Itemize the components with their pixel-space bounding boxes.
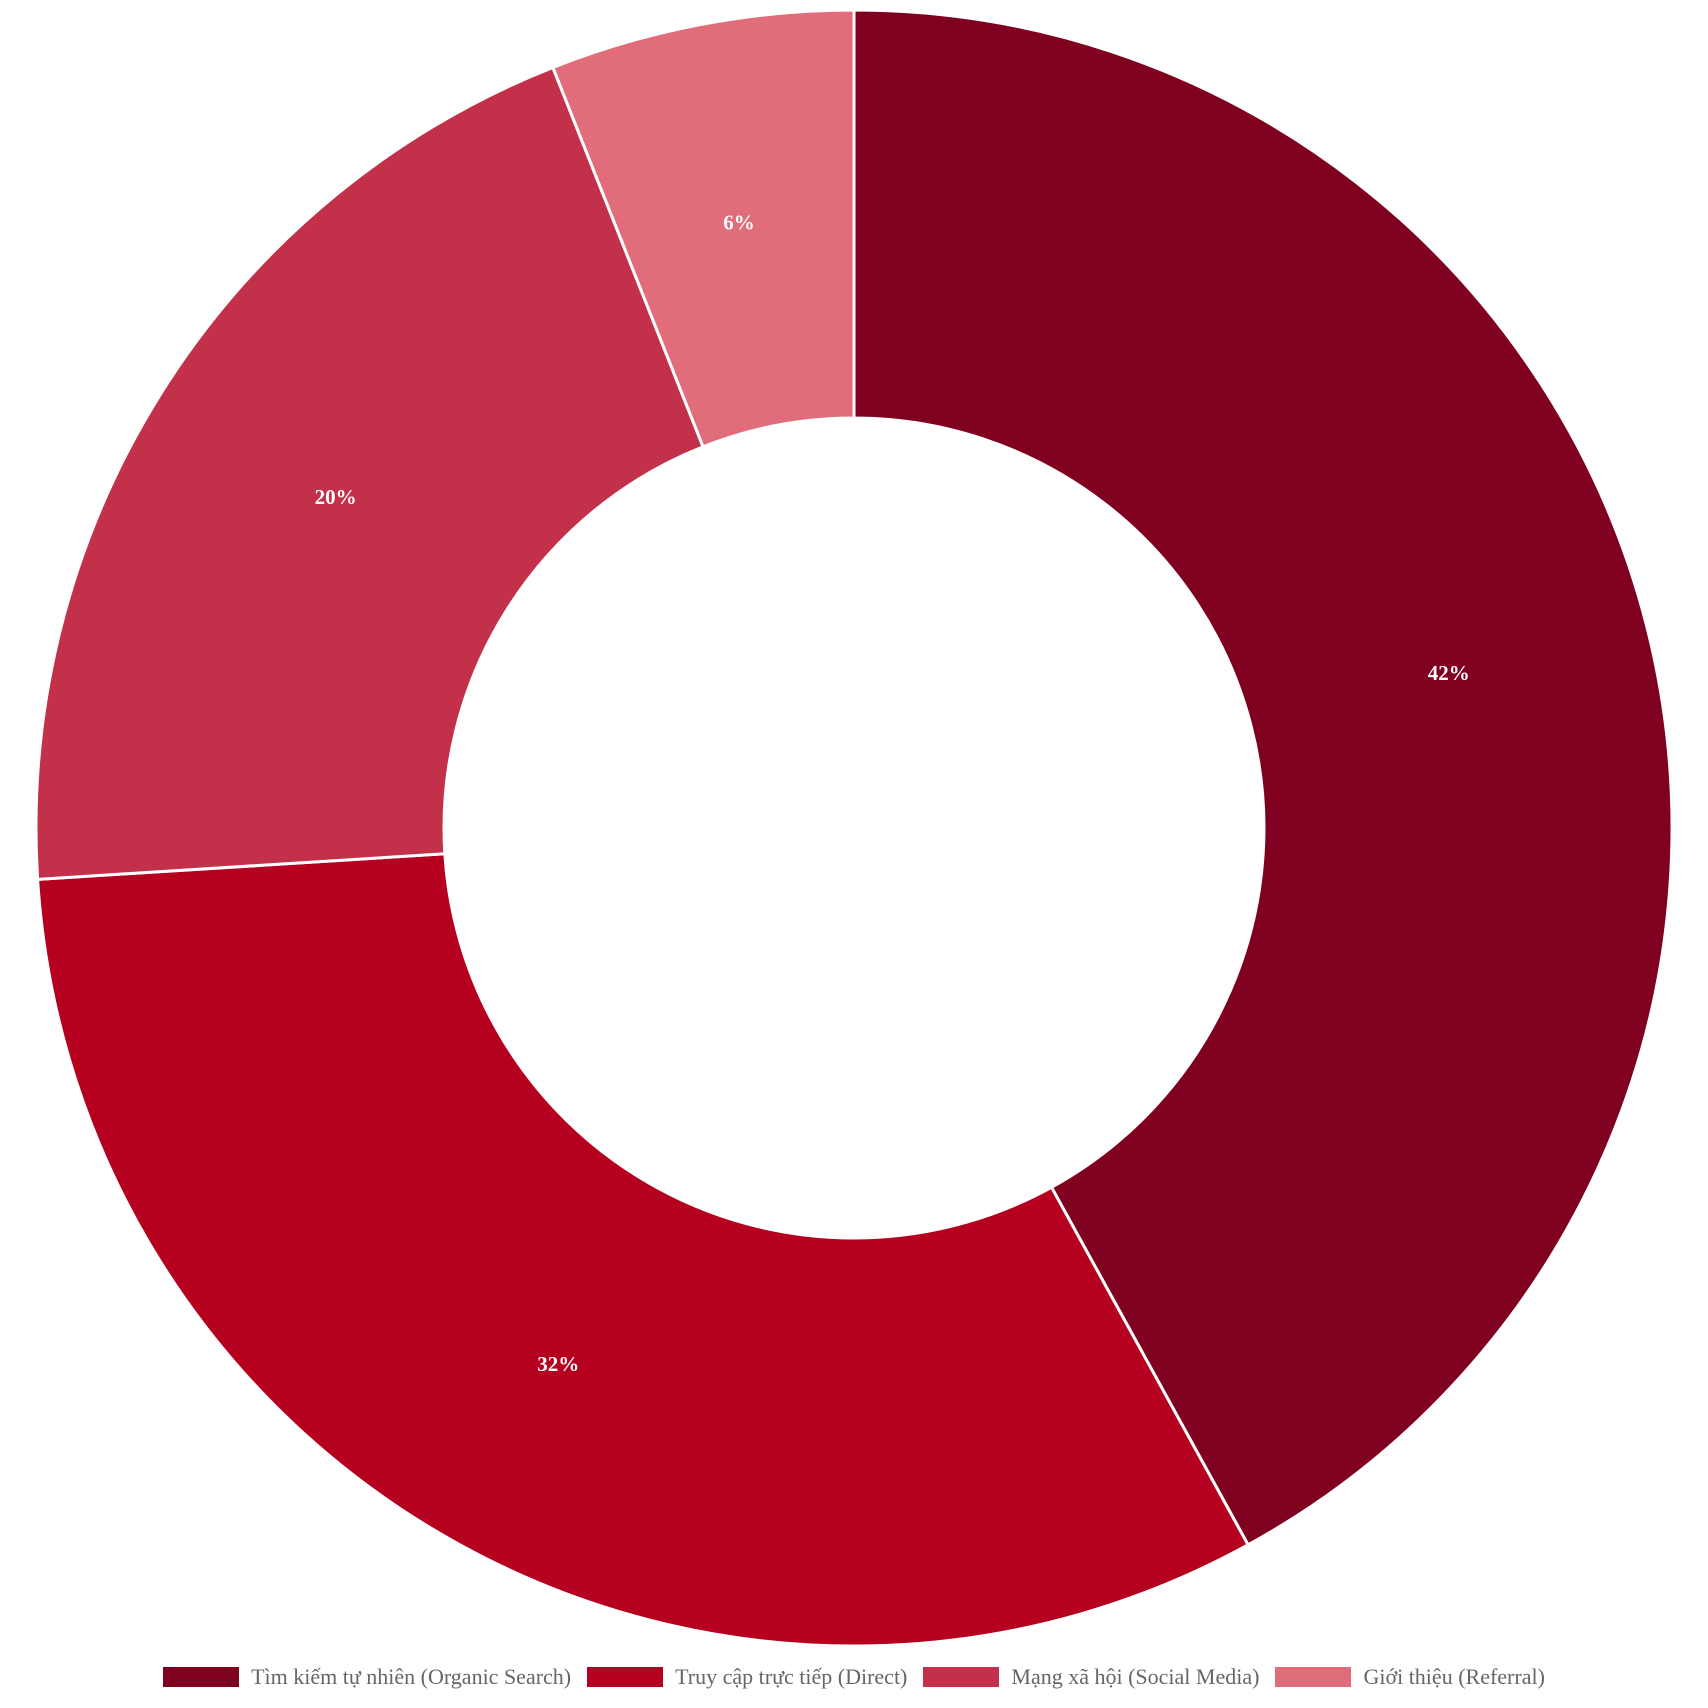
slice-value-label: 20% bbox=[315, 485, 357, 509]
slice-value-label: 32% bbox=[537, 1352, 579, 1376]
legend-swatch bbox=[1275, 1667, 1352, 1687]
legend-item[interactable]: Mạng xã hội (Social Media) bbox=[923, 1664, 1259, 1690]
donut-slice-labels: 42% 32% 20% 6% bbox=[315, 211, 1470, 1376]
donut-slice bbox=[36, 852, 1251, 1648]
legend-swatch bbox=[923, 1667, 1000, 1687]
legend-item[interactable]: Tìm kiếm tự nhiên (Organic Search) bbox=[163, 1664, 571, 1690]
donut-slice bbox=[550, 8, 856, 449]
legend-item[interactable]: Truy cập trực tiếp (Direct) bbox=[587, 1664, 907, 1690]
legend-swatch bbox=[587, 1667, 664, 1687]
slice-value-label: 6% bbox=[723, 211, 755, 235]
donut-slices bbox=[34, 8, 1674, 1648]
legend-swatch bbox=[163, 1667, 240, 1687]
donut-slice bbox=[852, 8, 1674, 1547]
legend-label: Tìm kiếm tự nhiên (Organic Search) bbox=[251, 1664, 572, 1689]
donut-slice bbox=[34, 65, 706, 881]
legend-label: Giới thiệu (Referral) bbox=[1363, 1664, 1545, 1689]
chart-legend: Tìm kiếm tự nhiên (Organic Search) Truy c… bbox=[0, 1662, 1708, 1692]
legend-label: Truy cập trực tiếp (Direct) bbox=[675, 1664, 908, 1689]
legend-item[interactable]: Giới thiệu (Referral) bbox=[1275, 1664, 1545, 1690]
slice-value-label: 42% bbox=[1428, 661, 1470, 685]
legend-label: Mạng xã hội (Social Media) bbox=[1011, 1664, 1260, 1689]
